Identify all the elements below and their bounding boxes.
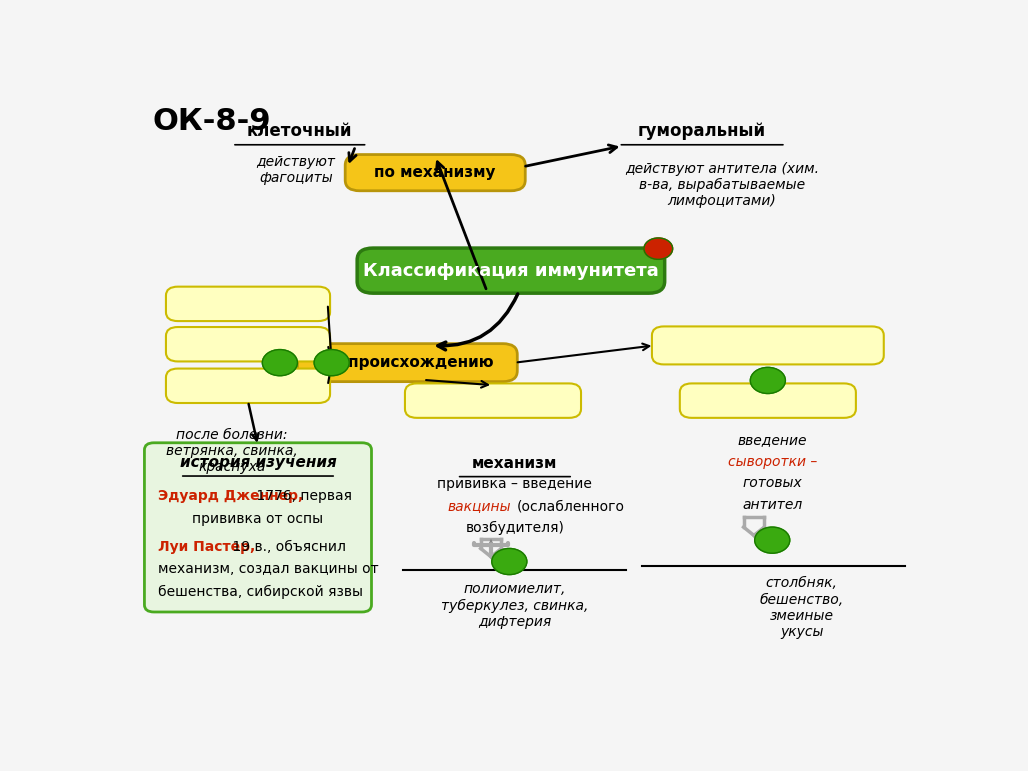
Text: после болезни:
ветрянка, свинка,
краснуха: после болезни: ветрянка, свинка, краснух… [167,428,298,474]
Circle shape [644,238,672,259]
FancyBboxPatch shape [652,326,884,365]
Text: Луи Пастер,: Луи Пастер, [158,540,255,554]
Text: Классификация иммунитета: Классификация иммунитета [363,261,659,280]
FancyBboxPatch shape [345,154,525,190]
FancyBboxPatch shape [144,443,371,612]
Text: возбудителя): возбудителя) [466,520,564,535]
Text: (ослабленного: (ослабленного [517,500,625,513]
Text: Эдуард Дженнер,: Эдуард Дженнер, [158,489,303,503]
Text: бешенства, сибирской язвы: бешенства, сибирской язвы [158,584,363,599]
FancyBboxPatch shape [297,344,517,382]
Text: 19 в., объяснил: 19 в., объяснил [228,540,346,554]
FancyBboxPatch shape [680,383,856,418]
Text: по механизму: по механизму [374,165,495,180]
Text: сыворотки –: сыворотки – [728,455,817,469]
Text: полиомиелит,
туберкулез, свинка,
дифтерия: полиомиелит, туберкулез, свинка, дифтери… [441,582,589,629]
FancyBboxPatch shape [166,287,330,321]
Text: 1776, первая: 1776, первая [252,489,352,503]
Text: механизм: механизм [472,456,557,471]
Text: действуют антитела (хим.
в-ва, вырабатываемые
лимфоцитами): действуют антитела (хим. в-ва, вырабатыв… [625,162,819,208]
FancyBboxPatch shape [357,248,665,293]
Text: механизм, создал вакцины от: механизм, создал вакцины от [158,562,378,576]
FancyBboxPatch shape [405,383,581,418]
Text: введение: введение [737,433,807,447]
Text: гуморальный: гуморальный [638,122,766,140]
Circle shape [315,349,350,375]
Text: клеточный: клеточный [247,122,353,140]
Text: вакцины: вакцины [447,500,511,513]
Text: прививка – введение: прививка – введение [438,477,592,491]
Circle shape [491,548,527,574]
Text: антител: антител [742,497,803,511]
Text: прививка от оспы: прививка от оспы [192,512,324,526]
Text: столбняк,
бешенство,
змеиные
укусы: столбняк, бешенство, змеиные укусы [760,577,844,639]
Text: по происхождению: по происхождению [322,355,493,370]
Circle shape [755,527,790,554]
FancyBboxPatch shape [166,327,330,362]
Text: готовых: готовых [742,476,802,490]
Text: история изучения: история изучения [180,455,336,470]
FancyBboxPatch shape [166,369,330,403]
Text: действуют
фагоциты: действуют фагоциты [256,155,335,185]
Text: ОК-8-9: ОК-8-9 [152,107,271,136]
Circle shape [750,368,785,393]
Circle shape [262,349,297,375]
